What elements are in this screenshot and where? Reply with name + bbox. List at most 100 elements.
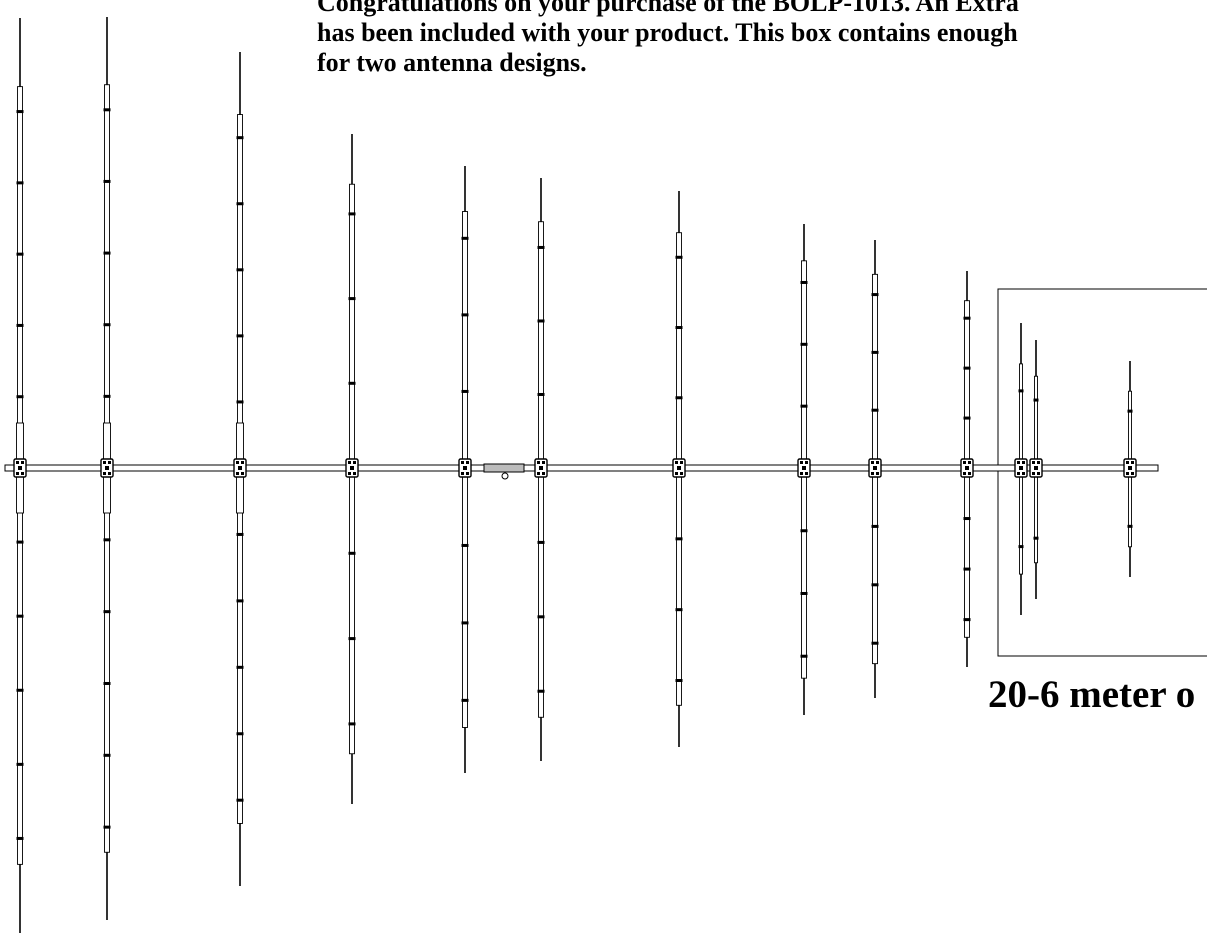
element-11-bracket-bolt	[1017, 472, 1020, 475]
element-2-clamp	[103, 681, 111, 685]
element-6-bracket-bolt	[539, 466, 543, 470]
element-12-clamp	[1033, 398, 1039, 402]
element-1-clamp	[16, 614, 24, 618]
element-7-bracket-bolt	[675, 472, 678, 475]
element-5-bracket-bolt	[461, 472, 464, 475]
element-4-clamp	[348, 551, 356, 555]
element-1-clamp	[16, 688, 24, 692]
element-2-clamp	[103, 825, 111, 829]
element-8-bracket-bolt	[805, 461, 808, 464]
element-7-clamp	[675, 537, 683, 541]
mast-u-bolt	[501, 472, 509, 480]
element-8-clamp	[800, 654, 808, 658]
band-caption: 20-6 meter o	[988, 673, 1196, 716]
element-11-bracket-bolt	[1022, 472, 1025, 475]
element-8-clamp	[800, 591, 808, 595]
element-1-clamp	[16, 836, 24, 840]
element-2-bracket-bolt	[108, 472, 111, 475]
element-10-clamp	[963, 416, 971, 420]
element-1-clamp	[16, 181, 24, 185]
element-8-clamp	[800, 404, 808, 408]
mast-mount-plate	[483, 463, 525, 480]
element-13-bracket-bolt	[1126, 472, 1129, 475]
element-3-clamp	[236, 798, 244, 802]
element-7-bracket-bolt	[675, 461, 678, 464]
element-1-bracket-bolt	[21, 472, 24, 475]
element-5-bracket-bolt	[461, 461, 464, 464]
element-8-bracket-bolt	[800, 461, 803, 464]
element-10-bracket-bolt	[965, 466, 969, 470]
element-6-bracket-bolt	[537, 461, 540, 464]
element-1-clamp	[16, 762, 24, 766]
element-9-clamp	[871, 583, 879, 587]
element-4-clamp	[348, 722, 356, 726]
element-1-clamp	[16, 395, 24, 399]
element-9-clamp	[871, 408, 879, 412]
element-2-clamp	[103, 179, 111, 183]
element-3-clamp	[236, 732, 244, 736]
element-10-clamp	[963, 618, 971, 622]
element-1-clamp	[16, 110, 24, 114]
element-3-bracket-bolt	[236, 472, 239, 475]
element-11-clamp	[1018, 545, 1024, 549]
element-6-clamp	[537, 615, 545, 619]
element-6-clamp	[537, 245, 545, 249]
element-3-clamp	[236, 599, 244, 603]
element-8-bracket-bolt	[802, 466, 806, 470]
element-10-clamp	[963, 366, 971, 370]
element-10-bracket-bolt	[968, 461, 971, 464]
element-5-bracket-bolt	[463, 466, 467, 470]
element-9-bracket-bolt	[876, 472, 879, 475]
element-10-bracket-bolt	[963, 461, 966, 464]
element-10-bracket	[960, 458, 974, 478]
element-13-clamp	[1127, 524, 1133, 528]
element-2-clamp	[103, 753, 111, 757]
element-9-bracket-bolt	[871, 461, 874, 464]
element-1-clamp	[16, 252, 24, 256]
element-13-bracket-bolt	[1126, 461, 1129, 464]
element-8-bracket	[797, 458, 811, 478]
element-1-bracket-bolt	[18, 466, 22, 470]
element-7-bracket	[672, 458, 686, 478]
element-5-bracket-bolt	[466, 461, 469, 464]
intro-line-1: Congratulations on your purchase of the …	[317, 0, 1019, 17]
element-3-bracket-bolt	[241, 461, 244, 464]
element-4-clamp	[348, 637, 356, 641]
element-6-bracket	[534, 458, 548, 478]
element-8-clamp	[800, 529, 808, 533]
element-1-bracket-bolt	[16, 461, 19, 464]
element-2-clamp	[103, 251, 111, 255]
element-12-bracket-bolt	[1032, 461, 1035, 464]
element-9-clamp	[871, 641, 879, 645]
element-9-clamp	[871, 524, 879, 528]
element-10-bracket-bolt	[968, 472, 971, 475]
element-9-clamp	[871, 293, 879, 297]
element-2-clamp	[103, 323, 111, 327]
element-13-bracket-bolt	[1128, 466, 1132, 470]
element-3-clamp	[236, 665, 244, 669]
element-3-bracket-bolt	[236, 461, 239, 464]
element-8-clamp	[800, 280, 808, 284]
boom	[4, 464, 1159, 472]
element-7-clamp	[675, 326, 683, 330]
element-11-bracket-bolt	[1022, 461, 1025, 464]
element-4-bracket-bolt	[348, 472, 351, 475]
element-13-clamp	[1127, 409, 1133, 413]
element-5-clamp	[461, 236, 469, 240]
intro-line-2: has been included with your product. Thi…	[317, 18, 1018, 47]
element-9-clamp	[871, 350, 879, 354]
element-4-clamp	[348, 212, 356, 216]
element-4-clamp	[348, 381, 356, 385]
element-7-clamp	[675, 608, 683, 612]
element-10-bracket-bolt	[963, 472, 966, 475]
element-10-clamp	[963, 517, 971, 521]
element-3-clamp	[236, 202, 244, 206]
intro-text: Congratulations on your purchase of the …	[317, 0, 1207, 78]
element-3-bracket-bolt	[238, 466, 242, 470]
element-7-bracket-bolt	[680, 472, 683, 475]
element-9-bracket-bolt	[871, 472, 874, 475]
element-5-clamp	[461, 621, 469, 625]
element-6-clamp	[537, 319, 545, 323]
